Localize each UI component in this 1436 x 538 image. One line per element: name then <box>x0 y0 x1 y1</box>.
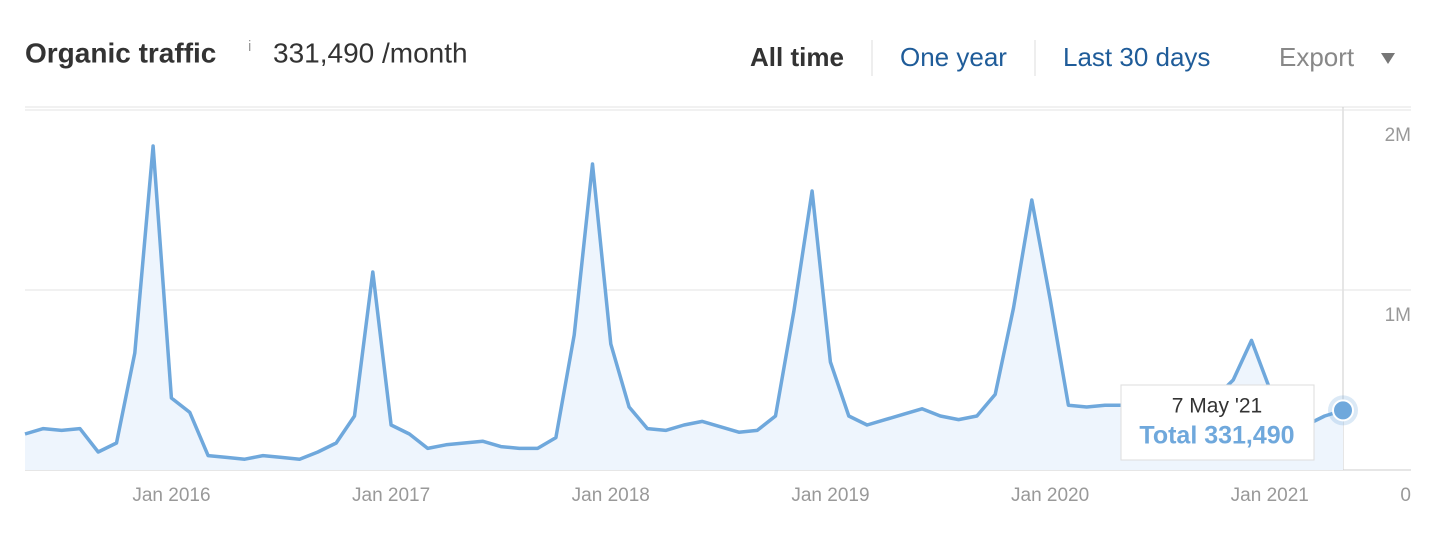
y-tick-label: 0 <box>1400 485 1411 506</box>
tooltip-date: 7 May '21 <box>1172 395 1262 418</box>
subtitle: 331,490 /month <box>273 37 468 68</box>
chart-title: Organic traffic <box>25 37 216 68</box>
area <box>25 146 1343 470</box>
y-tick-label: 2M <box>1385 125 1411 146</box>
plot: 0 1M 2M Jan 2016 Jan 2017 Jan 2018 Jan 2019 Jan… <box>24 109 1411 506</box>
x-tick-label: Jan 2021 <box>1231 485 1309 506</box>
tooltip-total: Total 331,490 <box>1139 422 1294 450</box>
range-button[interactable]: All time <box>750 42 844 72</box>
export-button[interactable]: Export <box>1279 42 1355 72</box>
x-tick-label: Jan 2020 <box>1011 485 1089 506</box>
dropdown-arrow[interactable] <box>1381 53 1395 64</box>
x-tick-label: Jan 2017 <box>352 485 430 506</box>
range-button[interactable]: One year <box>900 42 1007 72</box>
x-tick-label: Jan 2016 <box>132 485 210 506</box>
y-tick-label: 1M <box>1385 305 1411 326</box>
range-button[interactable]: Last 30 days <box>1063 42 1210 72</box>
hover-point <box>1332 399 1354 422</box>
tooltip: 7 May '21 Total 331,490 <box>1120 384 1315 461</box>
info-icon[interactable]: i <box>248 38 251 55</box>
x-tick-label: Jan 2018 <box>572 485 650 506</box>
tooltip-box <box>1120 384 1315 461</box>
x-tick-label: Jan 2019 <box>791 485 869 506</box>
